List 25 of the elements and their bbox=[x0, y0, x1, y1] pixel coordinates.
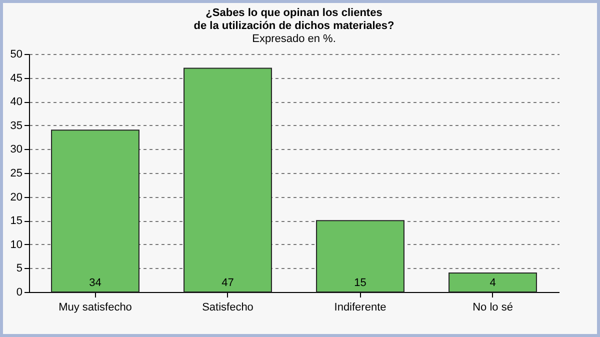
y-tick-label: 25 bbox=[10, 168, 22, 180]
x-tick-label: Muy satisfecho bbox=[58, 302, 132, 314]
bar bbox=[316, 220, 404, 292]
chart-title: ¿Sabes lo que opinan los clientes de la utilización de dichos materiales? bbox=[194, 7, 395, 32]
bar bbox=[448, 272, 537, 292]
y-tick-label: 0 bbox=[16, 286, 22, 298]
y-tick-label: 5 bbox=[16, 262, 22, 275]
data-label: 34 bbox=[89, 277, 102, 289]
bar bbox=[184, 68, 272, 292]
chart-subtitle: Expresado en %. bbox=[252, 33, 336, 45]
data-label: 4 bbox=[490, 277, 496, 289]
y-tick-label: 40 bbox=[10, 96, 22, 108]
x-tick-label: Satisfecho bbox=[202, 302, 254, 314]
y-tick-label: 10 bbox=[10, 238, 22, 251]
y-tick-label: 45 bbox=[10, 72, 22, 84]
x-tick-label: No lo sé bbox=[472, 302, 513, 314]
data-label: 47 bbox=[222, 277, 234, 289]
y-tick-label: 50 bbox=[10, 48, 22, 60]
y-tick-label: 30 bbox=[10, 144, 22, 156]
y-tick-label: 35 bbox=[10, 120, 22, 132]
y-tick-label: 15 bbox=[10, 215, 22, 228]
data-label: 15 bbox=[354, 277, 366, 289]
x-tick-label: Indiferente bbox=[334, 302, 386, 314]
y-tick-label: 20 bbox=[10, 191, 22, 204]
bar bbox=[51, 130, 140, 292]
